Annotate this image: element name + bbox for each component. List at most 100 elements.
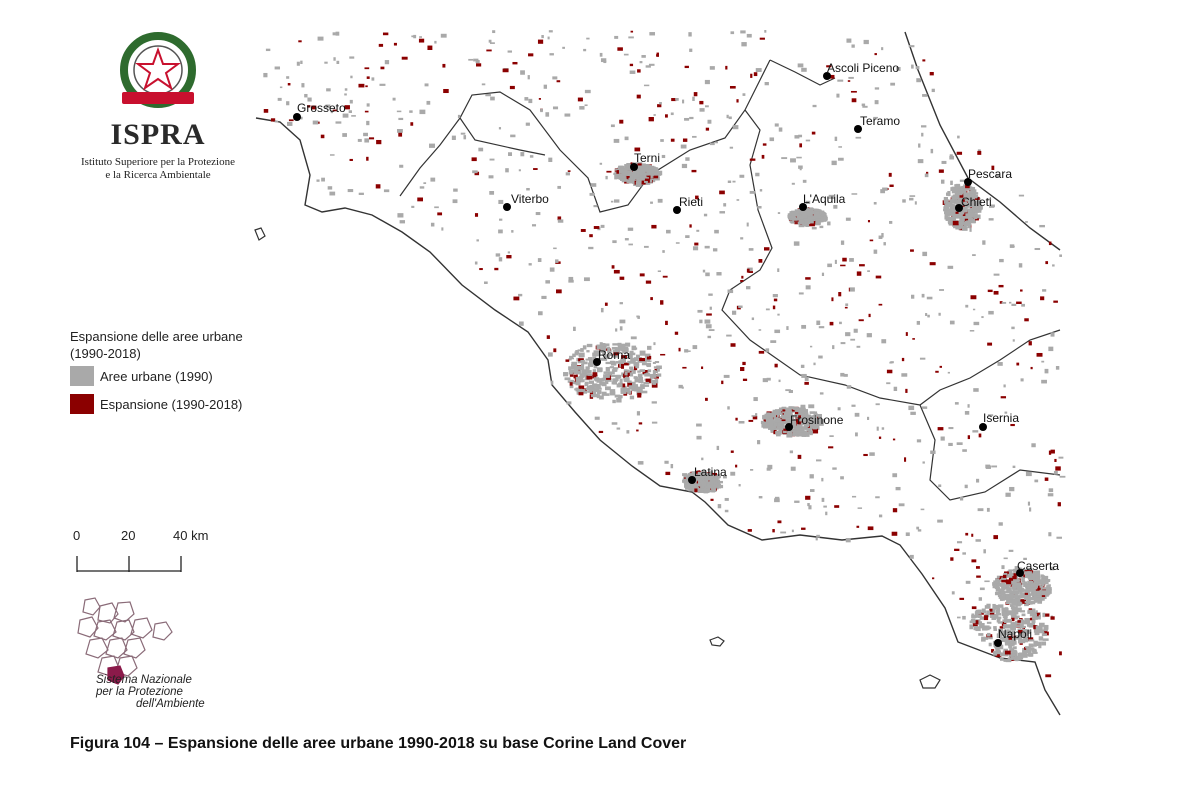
land-patch — [1019, 638, 1026, 644]
land-patch — [631, 174, 638, 178]
land-patch — [1001, 621, 1007, 626]
land-patch — [697, 472, 704, 477]
land-patch — [758, 259, 763, 263]
land-patch — [601, 377, 608, 381]
svg-text:Roma: Roma — [598, 348, 630, 362]
land-patch — [1004, 650, 1011, 655]
land-patch — [814, 426, 820, 430]
land-patch — [768, 418, 773, 423]
land-patch — [657, 373, 662, 377]
land-patch — [424, 83, 429, 87]
land-patch — [802, 179, 807, 183]
land-patch — [336, 60, 340, 64]
land-patch — [782, 411, 786, 414]
land-patch — [1032, 589, 1038, 594]
land-patch — [898, 503, 905, 507]
land-patch — [791, 423, 797, 427]
land-patch — [350, 75, 353, 79]
land-patch — [685, 235, 690, 239]
land-patch — [511, 230, 514, 233]
land-patch — [1006, 625, 1012, 629]
land-patch — [986, 603, 991, 607]
land-patch — [962, 449, 967, 452]
land-patch — [631, 388, 635, 392]
land-patch — [434, 40, 437, 44]
land-patch — [1001, 584, 1007, 589]
land-patch — [568, 366, 572, 371]
land-patch — [794, 413, 799, 418]
land-patch — [531, 224, 537, 227]
land-patch — [689, 116, 694, 120]
land-patch — [962, 211, 968, 217]
land-patch — [301, 83, 305, 88]
land-patch — [709, 66, 715, 70]
city-ascoli-piceno: Ascoli Piceno — [823, 61, 899, 80]
land-patch — [629, 395, 635, 400]
land-patch — [616, 374, 621, 379]
legend-swatch-expansion — [70, 394, 94, 414]
land-patch — [786, 431, 792, 434]
city-viterbo: Viterbo — [503, 192, 549, 211]
land-patch — [317, 36, 324, 41]
land-patch — [1031, 620, 1036, 625]
land-patch — [591, 386, 595, 392]
land-patch — [944, 203, 948, 209]
land-patch — [413, 34, 417, 39]
land-patch — [498, 229, 503, 234]
land-patch — [547, 352, 553, 357]
figure-caption: Figura 104 – Espansione delle aree urban… — [70, 735, 687, 752]
land-patch — [998, 604, 1004, 608]
land-patch — [593, 364, 598, 369]
land-patch — [909, 197, 914, 201]
land-patch — [614, 35, 619, 39]
land-patch — [614, 171, 620, 177]
city-frosinone: Frosinone — [785, 413, 844, 431]
land-patch — [510, 134, 516, 138]
land-patch — [800, 418, 806, 421]
land-patch — [605, 366, 610, 372]
land-patch — [773, 429, 777, 435]
land-patch — [1026, 629, 1032, 633]
land-patch — [976, 478, 980, 483]
land-patch — [636, 429, 639, 432]
land-patch — [961, 188, 967, 194]
land-patch — [549, 53, 554, 56]
land-patch — [1009, 604, 1014, 607]
land-patch — [797, 424, 803, 429]
land-patch — [840, 342, 846, 345]
land-patch — [637, 315, 640, 319]
land-patch — [816, 534, 820, 538]
land-patch — [660, 300, 664, 305]
land-patch — [735, 417, 738, 421]
land-patch — [981, 608, 986, 612]
land-patch — [1021, 620, 1027, 625]
land-patch — [854, 412, 860, 417]
land-patch — [1023, 634, 1027, 640]
land-patch — [587, 390, 593, 393]
land-patch — [509, 85, 515, 90]
land-patch — [426, 100, 431, 105]
land-patch — [808, 404, 815, 409]
land-patch — [1012, 646, 1017, 650]
land-patch — [861, 103, 866, 107]
land-patch — [1016, 362, 1020, 366]
land-patch — [1016, 655, 1021, 661]
land-patch — [610, 124, 615, 128]
land-patch — [929, 71, 934, 76]
regional-border — [399, 59, 771, 213]
land-patch — [621, 385, 627, 391]
land-patch — [518, 169, 521, 172]
land-patch — [1001, 607, 1006, 611]
land-patch — [992, 582, 997, 586]
land-patch — [648, 179, 653, 183]
land-patch — [606, 170, 612, 173]
city-pescara: Pescara — [964, 167, 1012, 186]
land-patch — [820, 212, 824, 216]
land-patch — [799, 411, 805, 414]
land-patch — [1006, 610, 1011, 615]
land-patch — [365, 85, 368, 88]
land-patch — [719, 484, 724, 489]
land-patch — [1030, 583, 1035, 588]
land-patch — [751, 415, 756, 417]
land-patch — [1026, 620, 1031, 626]
